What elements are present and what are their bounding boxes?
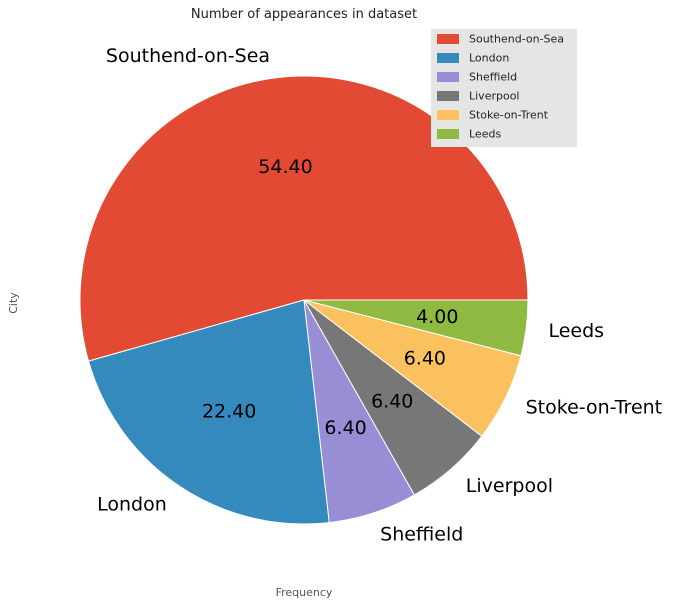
legend-label-southend-on-sea: Southend-on-Sea [469, 33, 564, 46]
legend-background [431, 29, 577, 147]
value-label-liverpool: 6.40 [371, 390, 413, 412]
x-axis-label: Frequency [276, 586, 333, 599]
value-label-sheffield: 6.40 [324, 417, 366, 439]
legend-label-leeds: Leeds [469, 128, 501, 141]
category-label-sheffield: Sheffield [380, 523, 463, 545]
pie-slice-leeds [303, 299, 529, 357]
legend-label-london: London [469, 52, 509, 65]
value-label-southend-on-sea: 54.40 [258, 156, 312, 178]
legend-swatch-southend-on-sea [437, 34, 459, 44]
legend-label-sheffield: Sheffield [469, 71, 517, 84]
legend-swatch-stoke-on-trent [437, 110, 459, 120]
category-label-liverpool: Liverpool [466, 475, 553, 497]
value-label-leeds: 4.00 [416, 306, 458, 328]
legend-swatch-sheffield [437, 72, 459, 82]
legend-swatch-london [437, 53, 459, 63]
category-label-stoke-on-trent: Stoke-on-Trent [526, 397, 663, 419]
category-label-leeds: Leeds [548, 320, 604, 342]
pie-slice-southend-on-sea [79, 75, 529, 362]
pie-slices [79, 75, 529, 525]
legend-label-liverpool: Liverpool [469, 90, 519, 103]
category-label-southend-on-sea: Southend-on-Sea [106, 45, 270, 67]
category-label-london: London [97, 494, 167, 516]
legend-swatch-leeds [437, 129, 459, 139]
value-label-london: 22.40 [202, 401, 256, 423]
category-labels: Southend-on-Sea London Sheffield Liverpool S… [97, 45, 662, 545]
legend: Southend-on-Sea London Sheffield Liverpool S… [431, 29, 577, 147]
chart-title: Number of appearances in dataset [191, 7, 417, 22]
legend-label-stoke-on-trent: Stoke-on-Trent [469, 109, 549, 122]
legend-swatch-liverpool [437, 91, 459, 101]
value-label-stoke-on-trent: 6.40 [404, 348, 446, 370]
y-axis-label: City [7, 292, 20, 314]
pie-slice-london [87, 299, 330, 525]
